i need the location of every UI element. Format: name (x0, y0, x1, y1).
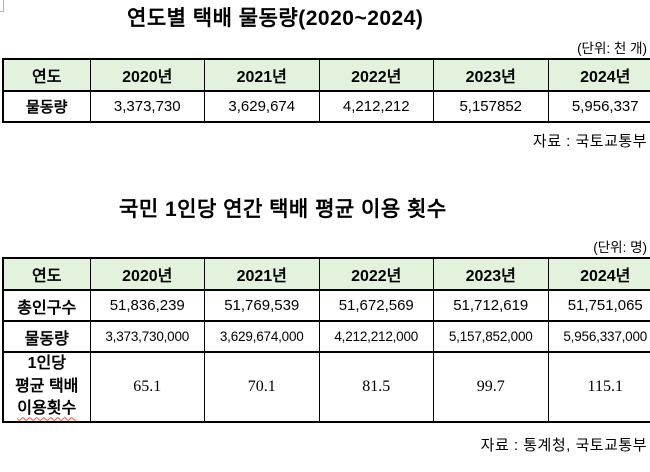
data-cell: 5,157,852,000 (433, 320, 549, 353)
section2-source: 자료 : 통계청, 국토교통부 (480, 437, 647, 454)
table1-header-2022: 2022년 (318, 58, 434, 92)
data-cell: 4,212,212,000 (318, 320, 434, 353)
section2-title: 국민 1인당 연간 택배 평균 이용 횟수 (119, 198, 447, 221)
table2-header-2023: 2023년 (433, 257, 549, 291)
section1-title: 연도별 택배 물동량(2020~2024) (127, 7, 424, 30)
table1-header-2023: 2023년 (433, 58, 549, 92)
row-label-line-spellchecked: 이용횟수 (17, 400, 77, 418)
row-label-line: 평균 택배 (15, 377, 79, 395)
table2-header-year: 연도 (2, 257, 91, 291)
table1-header-year: 연도 (2, 58, 91, 92)
table-yearly-volume: 연도 2020년 2021년 2022년 2023년 2024년 물동량 3,3… (2, 58, 650, 123)
data-cell: 5,956,337 (547, 90, 650, 123)
table2-header-row: 연도 2020년 2021년 2022년 2023년 2024년 (2, 257, 650, 291)
table1-header-row: 연도 2020년 2021년 2022년 2023년 2024년 (2, 58, 650, 92)
table2-header-2021: 2021년 (204, 257, 320, 291)
page-corner-mark (0, 0, 4, 12)
data-cell: 115.1 (547, 350, 650, 424)
data-cell: 65.1 (89, 350, 205, 424)
data-cell: 99.7 (433, 350, 549, 424)
table2-row-usage-per-person: 1인당 평균 택배 이용횟수 65.1 70.1 81.5 99.7 115.1 (2, 350, 650, 424)
table1-header-2020: 2020년 (89, 58, 205, 92)
row-label: 1인당 평균 택배 이용횟수 (2, 350, 91, 424)
table2-row-volume: 물동량 3,373,730,000 3,629,674,000 4,212,21… (2, 320, 650, 353)
data-cell: 3,629,674,000 (204, 320, 320, 353)
data-cell: 51,769,539 (204, 289, 320, 322)
data-cell: 51,751,065 (547, 289, 650, 322)
section1-unit-note: (단위: 천 개) (577, 41, 647, 56)
data-cell: 3,373,730 (89, 90, 205, 123)
table1-header-2021: 2021년 (204, 58, 320, 92)
row-label: 물동량 (2, 90, 91, 123)
data-cell: 3,629,674 (204, 90, 320, 123)
data-cell: 3,373,730,000 (89, 320, 205, 353)
table1-row-volume: 물동량 3,373,730 3,629,674 4,212,212 5,1578… (2, 90, 650, 123)
data-cell: 5,157852 (433, 90, 549, 123)
table2-row-population: 총인구수 51,836,239 51,769,539 51,672,569 51… (2, 289, 650, 322)
row-label: 총인구수 (2, 289, 91, 322)
data-cell: 51,836,239 (89, 289, 205, 322)
row-label: 물동량 (2, 320, 91, 353)
data-cell: 70.1 (204, 350, 320, 424)
row-label-line: 1인당 (27, 355, 66, 372)
table2-header-2024: 2024년 (547, 257, 650, 291)
table-per-capita-usage: 연도 2020년 2021년 2022년 2023년 2024년 총인구수 51… (2, 257, 650, 424)
section1-source: 자료 : 국토교통부 (532, 133, 647, 150)
data-cell: 51,672,569 (318, 289, 434, 322)
data-cell: 4,212,212 (318, 90, 434, 123)
data-cell: 81.5 (318, 350, 434, 424)
table1-header-2024: 2024년 (547, 58, 650, 92)
table2-header-2022: 2022년 (318, 257, 434, 291)
data-cell: 51,712,619 (433, 289, 549, 322)
table2-header-2020: 2020년 (89, 257, 205, 291)
section2-unit-note: (단위: 명) (593, 240, 647, 255)
data-cell: 5,956,337,000 (547, 320, 650, 353)
